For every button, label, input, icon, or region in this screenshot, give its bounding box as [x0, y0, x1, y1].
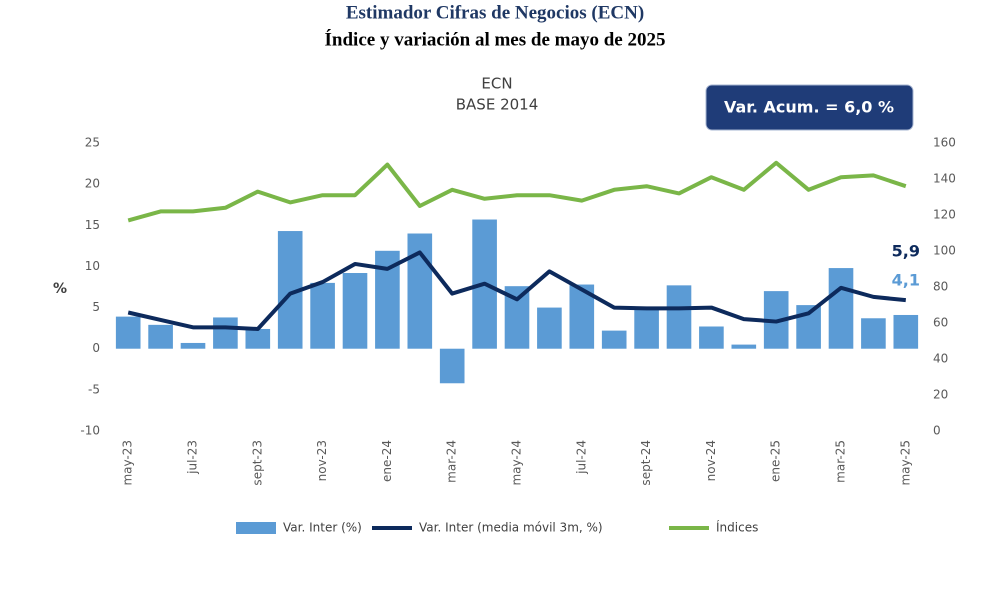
y-axis-label: % — [53, 281, 67, 297]
x-tick-label: ene-24 — [380, 440, 394, 482]
annotation-box — [705, 84, 914, 131]
value-label: 4,1 — [892, 270, 920, 289]
x-tick-label: may-25 — [898, 440, 912, 486]
y2-tick-label: 20 — [933, 388, 948, 402]
bar — [893, 314, 919, 349]
bar — [634, 308, 659, 349]
y-tick-label: 20 — [85, 177, 100, 191]
chart-subtitle: BASE 2014 — [456, 96, 539, 114]
y2-tick-label: 0 — [933, 424, 941, 438]
line — [127, 250, 907, 331]
y2-tick-label: 120 — [933, 208, 956, 222]
bar — [666, 285, 692, 349]
bar — [861, 318, 886, 349]
bar — [245, 328, 271, 349]
x-tick-label: nov-23 — [315, 440, 329, 481]
x-tick-label: may-23 — [121, 440, 135, 486]
y-tick-label: 5 — [92, 300, 100, 314]
y-tick-label: 25 — [85, 136, 100, 150]
bar — [601, 330, 627, 349]
legend-label: Var. Inter (media móvil 3m, %) — [419, 521, 603, 535]
bar — [180, 342, 206, 349]
legend-label: Índices — [716, 520, 758, 535]
value-label: 5,9 — [892, 242, 920, 261]
y2-tick-label: 100 — [933, 244, 956, 258]
line — [127, 160, 907, 223]
legend-swatch — [236, 522, 276, 534]
bar — [148, 324, 173, 349]
bar — [537, 307, 562, 349]
bar — [699, 326, 724, 349]
bar — [439, 348, 465, 384]
subtitle: Índice y variación al mes de mayo de 202… — [325, 28, 666, 50]
x-tick-label: ene-25 — [769, 440, 783, 482]
x-tick-label: jul-24 — [574, 440, 588, 475]
chart-title: ECN — [481, 75, 512, 93]
x-tick-label: may-24 — [510, 440, 524, 486]
x-tick-label: nov-24 — [704, 440, 718, 481]
bar — [310, 282, 335, 349]
y-tick-label: 0 — [92, 341, 100, 355]
legend-label: Var. Inter (%) — [283, 521, 362, 535]
bar — [342, 273, 368, 349]
bar — [115, 316, 141, 349]
y2-tick-label: 80 — [933, 280, 948, 294]
bar — [731, 344, 757, 349]
annotation: Var. Acum. = 6,0 % — [724, 98, 894, 117]
x-tick-label: jul-23 — [186, 440, 200, 475]
y2-tick-label: 140 — [933, 172, 956, 186]
y2-tick-label: 40 — [933, 352, 948, 366]
y-tick-label: -5 — [88, 382, 100, 396]
y-tick-label: 15 — [85, 218, 100, 232]
x-tick-label: sept-24 — [639, 440, 653, 486]
bar — [828, 268, 854, 349]
x-tick-label: mar-24 — [445, 440, 459, 483]
y2-tick-label: 160 — [933, 136, 956, 150]
y2-tick-label: 60 — [933, 316, 948, 330]
x-tick-label: mar-25 — [834, 440, 848, 483]
title: Estimador Cifras de Negocios (ECN) — [346, 2, 644, 23]
y-tick-label: -10 — [80, 424, 100, 438]
x-tick-label: sept-23 — [250, 440, 264, 486]
bar — [213, 317, 238, 349]
y-tick-label: 10 — [85, 259, 100, 273]
